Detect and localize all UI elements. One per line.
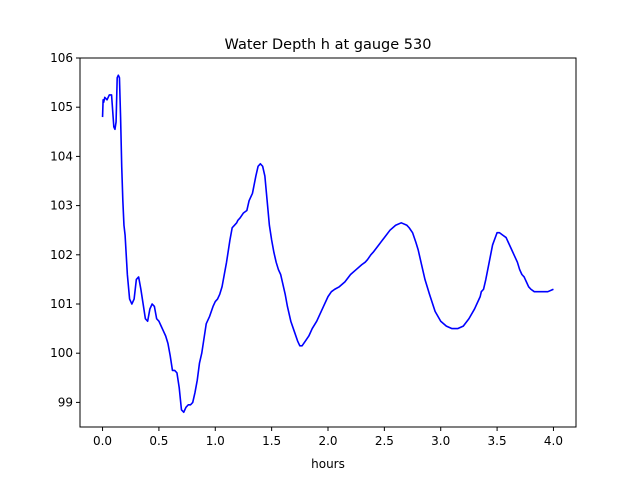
y-tick-label: 105	[50, 100, 73, 114]
x-tick-label: 0.0	[93, 434, 112, 448]
x-tick-label: 2.0	[318, 434, 337, 448]
x-tick-label: 3.5	[488, 434, 507, 448]
y-tick-label: 100	[50, 346, 73, 360]
x-tick-label: 0.5	[149, 434, 168, 448]
x-tick-label: 1.0	[206, 434, 225, 448]
y-tick-label: 99	[58, 395, 73, 409]
chart-title: Water Depth h at gauge 530	[225, 37, 432, 53]
series-line-0	[101, 74, 554, 414]
x-axis: 0.0 0.5 1.0 1.5 2.0 2.5 3.0 3.5 4.0	[93, 427, 563, 448]
y-axis: 99 100 101 102 103 104 105 106	[50, 51, 80, 409]
x-tick-label: 3.0	[431, 434, 450, 448]
y-tick-label: 102	[50, 248, 73, 262]
plot-area	[101, 74, 554, 414]
y-tick-label: 103	[50, 199, 73, 213]
y-tick-label: 101	[50, 297, 73, 311]
x-tick-label: 1.5	[262, 434, 281, 448]
y-tick-label: 104	[50, 149, 73, 163]
x-axis-label: hours	[311, 457, 345, 471]
x-tick-label: 2.5	[375, 434, 394, 448]
plot-frame	[79, 57, 577, 428]
x-tick-label: 4.0	[544, 434, 563, 448]
y-tick-label: 106	[50, 51, 73, 65]
